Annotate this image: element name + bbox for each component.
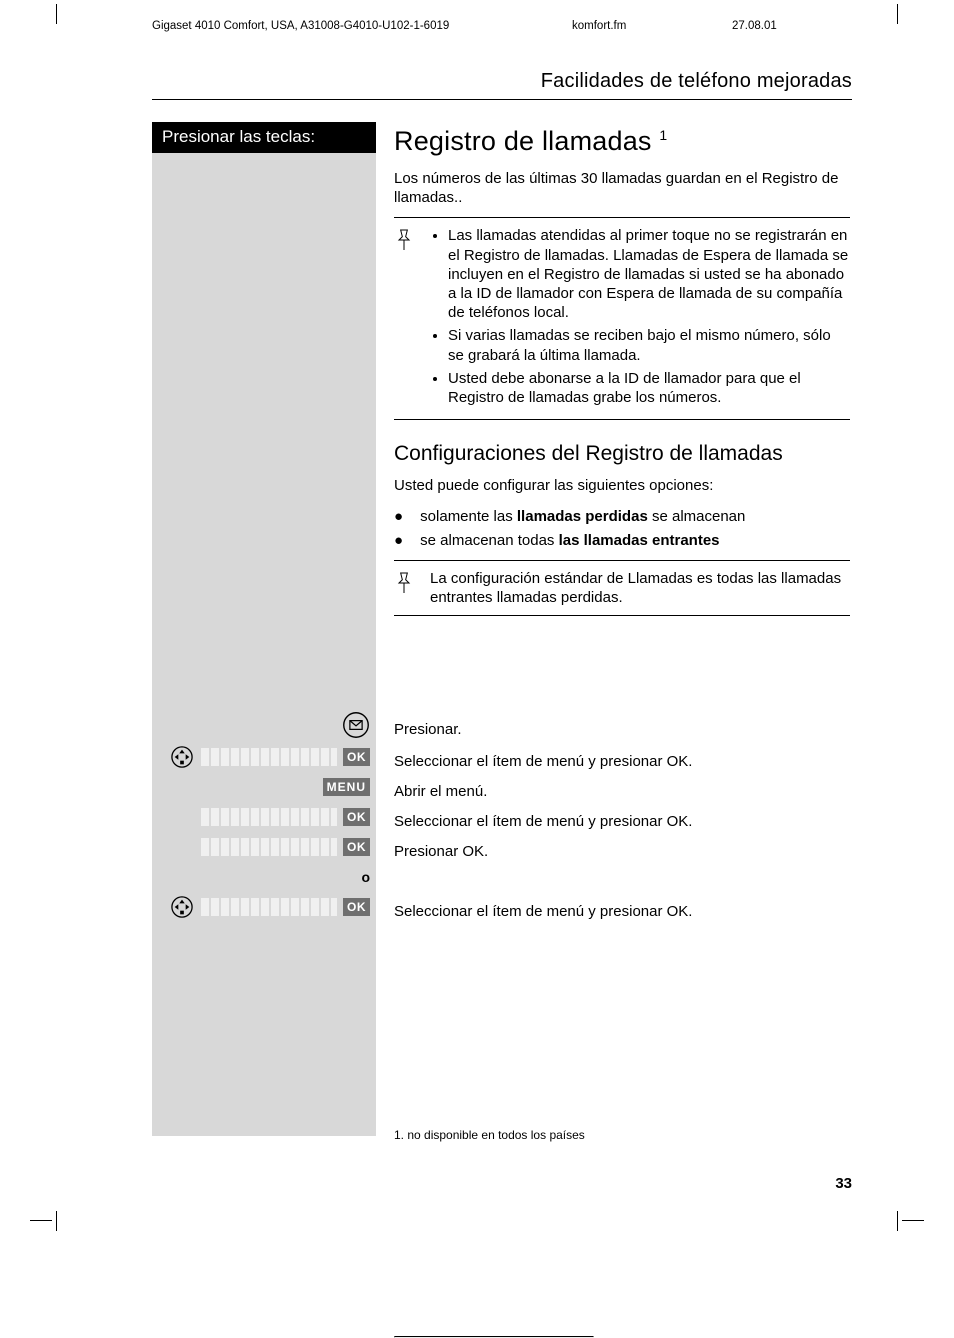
step-descriptions: Presionar. Seleccionar el ítem de menú y… xyxy=(394,712,850,926)
ok-tag: OK xyxy=(343,838,370,856)
note-item: Las llamadas atendidas al primer toque n… xyxy=(448,226,850,322)
display-slot xyxy=(199,898,337,916)
running-header: Gigaset 4010 Comfort, USA, A31008-G4010-… xyxy=(152,20,852,38)
note-item: Usted debe abonarse a la ID de llamador … xyxy=(448,369,850,407)
envelope-icon xyxy=(342,711,370,739)
ok-tag: OK xyxy=(343,898,370,916)
option-list: solamente las llamadas perdidas se almac… xyxy=(394,505,850,552)
option-item: se almacenan todas las llamadas entrante… xyxy=(394,529,850,552)
header-center: komfort.fm xyxy=(572,20,732,32)
crop-mark xyxy=(30,1220,52,1221)
note-text: La configuración estándar de Llamadas es… xyxy=(430,569,850,607)
crop-mark xyxy=(902,1220,924,1221)
step-text: Presionar OK. xyxy=(394,836,850,866)
two-column-layout: Presionar las teclas: xyxy=(152,122,852,1136)
text: solamente las xyxy=(420,508,517,525)
text: se almacenan xyxy=(648,508,746,525)
key-steps: OK MENU OK OK o xyxy=(152,708,376,922)
section-title: Facilidades de teléfono mejoradas xyxy=(152,38,852,100)
crop-mark xyxy=(56,4,57,24)
or-label: o xyxy=(361,869,370,885)
footnote: 1. no disponible en todos los países xyxy=(394,1128,585,1142)
main-content: Registro de llamadas 1 Los números de la… xyxy=(376,122,852,1136)
header-left: Gigaset 4010 Comfort, USA, A31008-G4010-… xyxy=(152,20,572,32)
header-right: 27.08.01 xyxy=(732,20,852,32)
step-row: OK xyxy=(152,802,370,832)
note-box: Las llamadas atendidas al primer toque n… xyxy=(394,217,850,420)
display-slot xyxy=(199,838,337,856)
ok-tag: OK xyxy=(343,808,370,826)
step-row: MENU xyxy=(152,772,370,802)
intro-paragraph: Los números de las últimas 30 llamadas g… xyxy=(394,169,850,207)
step-row: OK xyxy=(152,892,370,922)
note-box: La configuración estándar de Llamadas es… xyxy=(394,560,850,616)
text-bold: llamadas perdidas xyxy=(517,508,648,525)
step-text: Seleccionar el ítem de menú y presionar … xyxy=(394,746,850,776)
sub-intro: Usted puede configurar las siguientes op… xyxy=(394,476,850,495)
nav-key-icon xyxy=(171,746,193,768)
crop-mark xyxy=(897,4,898,24)
sub-heading: Configuraciones del Registro de llamadas xyxy=(394,442,850,466)
step-row xyxy=(152,708,370,742)
heading-text: Registro de llamadas xyxy=(394,126,652,156)
step-text: Presionar. xyxy=(394,712,850,746)
heading-sup: 1 xyxy=(659,127,667,143)
note-item: Si varias llamadas se reciben bajo el mi… xyxy=(448,326,850,364)
option-item: solamente las llamadas perdidas se almac… xyxy=(394,505,850,528)
step-text: Seleccionar el ítem de menú y presionar … xyxy=(394,806,850,836)
page-number: 33 xyxy=(835,1175,852,1192)
note-list: Las llamadas atendidas al primer toque n… xyxy=(430,226,850,411)
sidebar: Presionar las teclas: xyxy=(152,122,376,1136)
display-slot xyxy=(199,808,337,826)
step-text: Seleccionar el ítem de menú y presionar … xyxy=(394,896,850,926)
nav-key-icon xyxy=(171,896,193,918)
step-row: o xyxy=(152,862,370,892)
pushpin-icon xyxy=(394,226,430,411)
text: se almacenan todas xyxy=(420,532,558,549)
menu-tag: MENU xyxy=(323,778,370,796)
crop-mark xyxy=(897,1211,898,1231)
text-bold: las llamadas entrantes xyxy=(559,532,720,549)
pushpin-icon xyxy=(394,569,430,607)
step-text xyxy=(394,866,850,896)
page-heading: Registro de llamadas 1 xyxy=(394,126,850,157)
step-row: OK xyxy=(152,742,370,772)
step-text: Abrir el menú. xyxy=(394,776,850,806)
step-row: OK xyxy=(152,832,370,862)
display-slot xyxy=(199,748,337,766)
crop-mark xyxy=(56,1211,57,1231)
sidebar-title: Presionar las teclas: xyxy=(152,122,376,153)
ok-tag: OK xyxy=(343,748,370,766)
page: Gigaset 4010 Comfort, USA, A31008-G4010-… xyxy=(152,20,852,1136)
